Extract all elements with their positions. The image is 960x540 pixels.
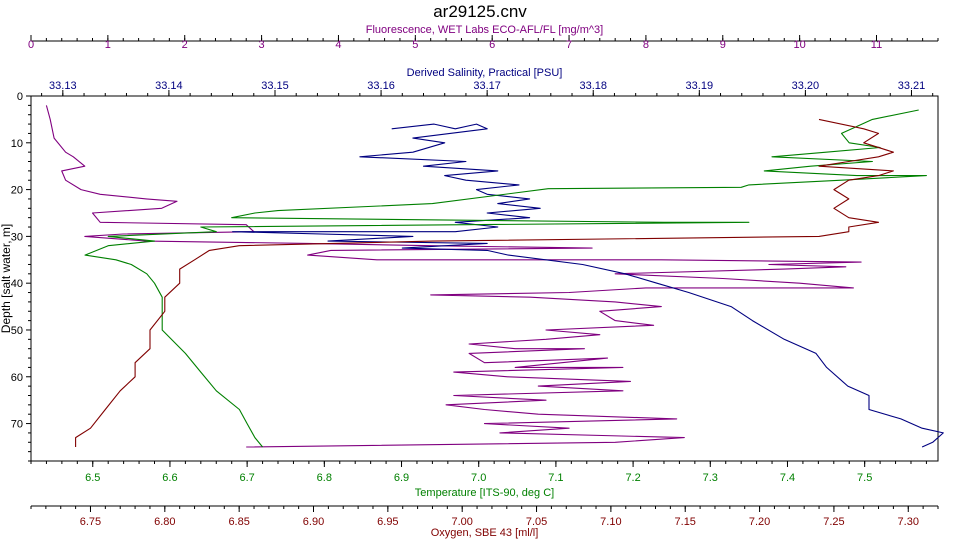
- x-tick-label: 7.25: [823, 516, 844, 528]
- x-tick-label: 33.14: [155, 80, 183, 92]
- x-axis-label: Temperature [ITS-90, deg C]: [415, 487, 554, 499]
- x-tick-label: 6.75: [80, 516, 101, 528]
- x-tick-label: 33.19: [686, 80, 714, 92]
- y-tick-label: 60: [11, 372, 23, 384]
- chart-title: ar29125.cnv: [433, 2, 527, 21]
- x-tick-label: 5: [412, 39, 418, 51]
- x-tick-label: 1: [105, 39, 111, 51]
- plot-border: [30, 95, 939, 462]
- x-tick-label: 6.7: [239, 472, 254, 484]
- series: [45, 105, 944, 448]
- y-tick-label: 70: [11, 419, 23, 431]
- x-tick-label: 7.05: [526, 516, 547, 528]
- x-tick-label: 33.17: [473, 80, 501, 92]
- plot-frame: [30, 95, 939, 462]
- x-tick-label: 7.15: [675, 516, 696, 528]
- x-axis-label: Derived Salinity, Practical [PSU]: [407, 67, 563, 79]
- x-tick-label: 7.3: [703, 472, 718, 484]
- x-tick-label: 7.4: [780, 472, 795, 484]
- x-axis-salinity: 33.13 33.14 33.15 33.16 33.17 33.18 33.19 33.20…: [41, 67, 934, 96]
- x-tick-label: 7.10: [600, 516, 621, 528]
- x-tick-label: 3: [259, 39, 265, 51]
- x-tick-label: 7.5: [857, 472, 872, 484]
- x-tick-label: 2: [182, 39, 188, 51]
- series-line-oxygen: [75, 118, 894, 447]
- x-tick-label: 7.00: [451, 516, 472, 528]
- x-tick-label: 11: [871, 39, 882, 51]
- x-tick-label: 33.16: [367, 80, 395, 92]
- x-tick-label: 6.80: [154, 516, 175, 528]
- series-line-fluorescence: [45, 105, 862, 448]
- x-axis-label: Oxygen, SBE 43 [ml/l]: [431, 527, 539, 539]
- x-tick-label: 33.21: [898, 80, 926, 92]
- x-tick-label: 9: [720, 39, 726, 51]
- y-tick-label: 20: [11, 185, 23, 197]
- y-tick-label: 40: [11, 278, 23, 290]
- x-tick-label: 6.8: [317, 472, 332, 484]
- x-axis-fluorescence: 0 1 2 3 4 5 6 7 8 9 10 11 Fluorescence, WET Labs ECO…: [28, 24, 939, 51]
- x-tick-label: 7.2: [625, 472, 640, 484]
- x-tick-label: 6.6: [162, 472, 177, 484]
- x-tick-label: 7: [566, 39, 572, 51]
- x-tick-label: 0: [28, 39, 34, 51]
- x-tick-label: 6.9: [394, 472, 409, 484]
- y-tick-label: 30: [11, 231, 23, 243]
- x-tick-label: 6: [489, 39, 495, 51]
- y-tick-label: 0: [17, 91, 23, 103]
- y-axis-label: Depth [salt water, m]: [0, 224, 13, 333]
- x-tick-label: 8: [643, 39, 649, 51]
- x-tick-label: 33.15: [261, 80, 289, 92]
- x-tick-label: 6.5: [85, 472, 100, 484]
- x-axis-oxygen: 6.75 6.80 6.85 6.90 6.95 7.00 7.05 7.10 7.15 7.20…: [30, 505, 939, 539]
- x-tick-label: 6.85: [228, 516, 249, 528]
- y-tick-label: 50: [11, 325, 23, 337]
- x-tick-label: 7.0: [471, 472, 486, 484]
- x-tick-label: 33.13: [49, 80, 77, 92]
- x-tick-label: 6.95: [377, 516, 398, 528]
- x-axis-label: Fluorescence, WET Labs ECO-AFL/FL [mg/m^…: [366, 24, 603, 36]
- x-tick-label: 33.18: [579, 80, 607, 92]
- x-tick-label: 6.90: [303, 516, 324, 528]
- series-line-salinity: [232, 123, 944, 448]
- x-tick-label: 7.20: [749, 516, 770, 528]
- y-tick-label: 10: [11, 138, 23, 150]
- x-axis-temperature: 6.5 6.6 6.7 6.8 6.9 7.0 7.1 7.2 7.3 7.4 7.5 Tempera…: [30, 461, 927, 499]
- x-tick-label: 7.30: [898, 516, 919, 528]
- x-tick-label: 10: [794, 39, 806, 51]
- axes: 0 10 20 30 40 50 60 70 Depth [salt water, m] 0 1 2 3…: [0, 24, 939, 539]
- x-tick-label: 4: [335, 39, 341, 51]
- x-tick-label: 33.20: [792, 80, 820, 92]
- x-tick-label: 7.1: [548, 472, 563, 484]
